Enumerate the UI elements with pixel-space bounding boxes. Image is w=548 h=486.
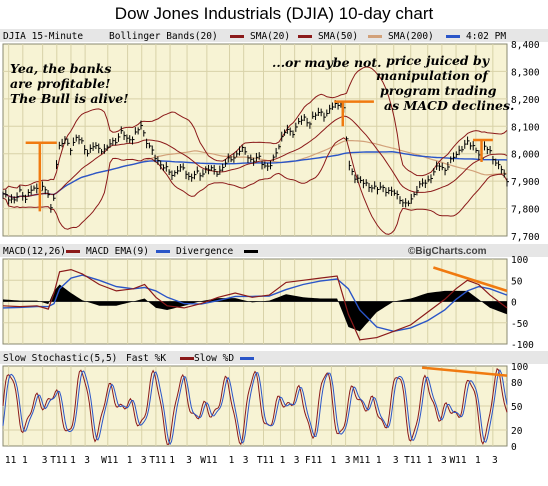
legend-fast-k: Fast %K bbox=[126, 353, 166, 364]
macd-y-tick-label: 50 bbox=[511, 276, 523, 287]
price-y-tick-label: 8,000 bbox=[511, 150, 540, 161]
annotation-line: are profitable! bbox=[10, 76, 111, 91]
legend-bollinger: Bollinger Bands(20) bbox=[109, 31, 218, 42]
macd-legend-bar bbox=[0, 244, 548, 257]
x-tick-label: 1 bbox=[70, 455, 76, 466]
x-tick-label: 3 bbox=[243, 455, 249, 466]
x-tick-label: 3 bbox=[393, 455, 399, 466]
stochastic-y-tick-label: 0 bbox=[511, 442, 517, 453]
price-panel-background bbox=[2, 43, 508, 237]
price-legend-bar bbox=[0, 29, 548, 42]
x-tick-label: 1 bbox=[169, 455, 175, 466]
x-tick-label: 3 bbox=[42, 455, 48, 466]
price-legend-text: DJIA 15-Minute bbox=[3, 31, 83, 42]
chart-text: 8,400 8,300 8,200 8,100 8,000 7,900 7,800 7,700… bbox=[5, 40, 540, 466]
macd-y-tick-label: 100 bbox=[511, 255, 528, 266]
legend-slow-d: Slow %D bbox=[194, 353, 234, 364]
legend-sma50: SMA(50) bbox=[318, 31, 358, 42]
macd-line bbox=[2, 268, 508, 341]
macd-y-tick-label: 0 bbox=[511, 298, 517, 309]
x-tick-label: T11 bbox=[149, 455, 166, 466]
chart-title: Dow Jones Industrials (DJIA) 10-day char… bbox=[115, 4, 434, 23]
annotation-line: price juiced by bbox=[386, 53, 490, 68]
x-tick-label: 1 bbox=[229, 455, 235, 466]
legend-macd: MACD(12,26) bbox=[3, 246, 66, 257]
chart-series bbox=[2, 66, 509, 446]
x-tick-label: 1 bbox=[22, 455, 28, 466]
annotation-line: ...or maybe not. bbox=[272, 55, 382, 70]
x-tick-label: 3 bbox=[294, 455, 300, 466]
price-y-tick-label: 8,200 bbox=[511, 95, 540, 106]
x-tick-label: 1 bbox=[427, 455, 433, 466]
legend-divergence: Divergence bbox=[176, 246, 233, 257]
swatch-sma20 bbox=[298, 35, 312, 38]
swatch-macd-ema bbox=[156, 250, 170, 253]
macd-orange-trendline bbox=[433, 266, 508, 293]
sma20-line bbox=[2, 115, 508, 199]
price-time-label: 4:02 PM bbox=[466, 31, 506, 42]
legend-sma200: SMA(200) bbox=[388, 31, 434, 42]
x-tick-label: T11 bbox=[257, 455, 274, 466]
x-tick-label: T11 bbox=[50, 455, 67, 466]
stochastic-orange-trendline bbox=[421, 366, 508, 377]
price-y-tick-label: 7,700 bbox=[511, 232, 540, 243]
x-tick-label: 1 bbox=[475, 455, 481, 466]
stochastic-y-tick-label: 50 bbox=[511, 402, 523, 413]
x-tick-label: 11 bbox=[5, 455, 17, 466]
swatch-bollinger bbox=[230, 35, 244, 38]
bollinger-lower-line bbox=[2, 137, 508, 235]
price-y-tick-label: 8,100 bbox=[511, 122, 540, 133]
x-tick-label: W11 bbox=[101, 455, 118, 466]
stochastic-y-tick-label: 100 bbox=[511, 362, 528, 373]
macd-y-tick-label: -100 bbox=[511, 340, 534, 351]
swatch-divergence bbox=[244, 250, 258, 253]
x-tick-label: 3 bbox=[345, 455, 351, 466]
slow-d-line bbox=[2, 369, 508, 446]
price-y-tick-label: 7,800 bbox=[511, 205, 540, 216]
fast-k-line bbox=[2, 367, 508, 446]
x-tick-label: 1 bbox=[127, 455, 133, 466]
bigcharts-brand: ©BigCharts.com bbox=[408, 246, 487, 257]
annotation-line: The Bull is alive! bbox=[10, 91, 129, 106]
swatch-slow-d bbox=[240, 357, 254, 360]
macd-y-tick-label: -50 bbox=[511, 319, 528, 330]
x-tick-label: W11 bbox=[449, 455, 466, 466]
x-tick-label: 3 bbox=[186, 455, 192, 466]
swatch-sma50 bbox=[368, 35, 382, 38]
x-tick-label: 3 bbox=[84, 455, 90, 466]
x-tick-label: 3 bbox=[441, 455, 447, 466]
legend-sma20: SMA(20) bbox=[250, 31, 290, 42]
legend-macd-ema: MACD EMA(9) bbox=[86, 246, 149, 257]
x-tick-label: 1 bbox=[280, 455, 286, 466]
x-tick-label: M11 bbox=[353, 455, 370, 466]
annotation-line: Yea, the banks bbox=[10, 61, 111, 76]
x-tick-label: F11 bbox=[305, 455, 322, 466]
bollinger-upper-line bbox=[2, 66, 508, 190]
x-tick-label: 1 bbox=[331, 455, 337, 466]
swatch-macd bbox=[66, 250, 80, 253]
swatch-sma200 bbox=[446, 35, 460, 38]
price-y-tick-label: 8,400 bbox=[511, 40, 540, 51]
x-tick-label: T11 bbox=[404, 455, 421, 466]
macd-ema-line bbox=[2, 274, 508, 333]
x-tick-label: 1 bbox=[376, 455, 382, 466]
annotation-line: manipulation of bbox=[376, 68, 490, 83]
annotation-line: as MACD declines. bbox=[384, 98, 514, 113]
x-tick-label: 3 bbox=[492, 455, 498, 466]
stochastic-legend-bar bbox=[0, 351, 548, 364]
legend-stochastic: Slow Stochastic(5,5) bbox=[3, 353, 117, 364]
stochastic-y-tick-label: 80 bbox=[511, 378, 523, 389]
swatch-fast-k bbox=[180, 357, 194, 360]
annotation-line: program trading bbox=[380, 83, 497, 98]
x-tick-label: W11 bbox=[200, 455, 217, 466]
stochastic-y-tick-label: 20 bbox=[511, 426, 523, 437]
x-tick-label: 3 bbox=[141, 455, 147, 466]
price-y-tick-label: 8,300 bbox=[511, 67, 540, 78]
price-y-tick-label: 7,900 bbox=[511, 177, 540, 188]
